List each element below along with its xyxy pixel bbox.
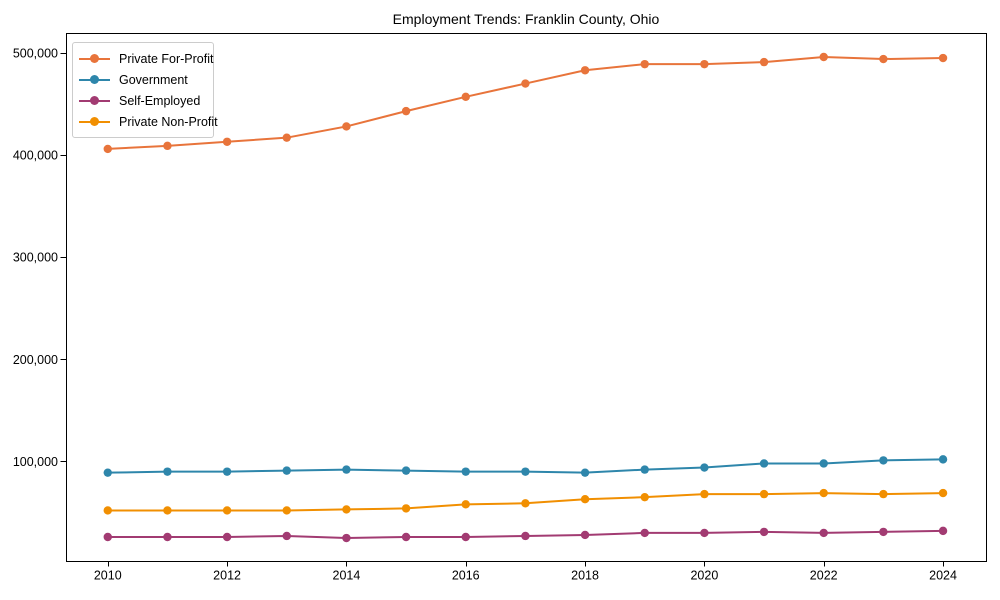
data-point-self-employed-2010 bbox=[103, 532, 112, 542]
data-point-self-employed-2024 bbox=[938, 526, 948, 536]
data-point-private-for-profit-2015 bbox=[401, 106, 411, 116]
data-point-self-employed-2018 bbox=[580, 530, 590, 540]
data-point-self-employed-2012 bbox=[222, 532, 232, 542]
legend: Private For-Profit Government Self-Emplo… bbox=[72, 42, 218, 138]
data-point-private-for-profit-2011 bbox=[163, 141, 172, 151]
data-point-self-employed-2021 bbox=[759, 527, 769, 537]
data-point-government-2017 bbox=[521, 467, 530, 476]
legend-item-private-non-profit: Private Non-Profit bbox=[79, 111, 218, 132]
data-point-self-employed-2020 bbox=[700, 528, 709, 538]
data-point-private-non-profit-2017 bbox=[521, 499, 530, 508]
data-point-private-non-profit-2010 bbox=[103, 506, 112, 515]
legend-item-government: Government bbox=[79, 69, 213, 90]
data-point-self-employed-2015 bbox=[401, 532, 411, 542]
x-tick-label: 2024 bbox=[929, 569, 957, 583]
legend-marker-private-non-profit-icon bbox=[79, 117, 110, 127]
data-point-government-2019 bbox=[640, 465, 649, 474]
x-tick-label: 2016 bbox=[452, 569, 480, 583]
data-point-private-non-profit-2014 bbox=[342, 505, 351, 514]
data-point-private-for-profit-2018 bbox=[580, 66, 590, 75]
data-point-private-non-profit-2013 bbox=[282, 506, 291, 515]
legend-label-self-employed: Self-Employed bbox=[119, 93, 201, 108]
x-tick-label: 2012 bbox=[213, 569, 241, 583]
y-tick-label: 200,000 bbox=[13, 353, 58, 367]
series-line-private-for-profit bbox=[106, 56, 945, 150]
legend-marker-self-employed-icon bbox=[79, 96, 110, 106]
legend-item-private-for-profit: Private For-Profit bbox=[79, 48, 213, 69]
x-tick-label: 2014 bbox=[333, 569, 361, 583]
y-tick-label: 500,000 bbox=[13, 46, 58, 60]
data-point-government-2012 bbox=[222, 467, 232, 476]
y-tick-label: 400,000 bbox=[13, 149, 58, 163]
data-point-self-employed-2019 bbox=[640, 528, 649, 538]
legend-marker-government-icon bbox=[79, 75, 110, 85]
data-point-government-2014 bbox=[342, 465, 351, 474]
data-point-private-for-profit-2016 bbox=[461, 92, 470, 102]
data-point-private-non-profit-2023 bbox=[879, 489, 888, 499]
x-tick-label: 2010 bbox=[94, 569, 122, 583]
x-tick-label: 2020 bbox=[690, 569, 718, 583]
data-point-private-non-profit-2015 bbox=[401, 504, 411, 513]
data-point-government-2016 bbox=[461, 467, 470, 476]
data-point-self-employed-2023 bbox=[879, 527, 888, 537]
data-point-private-for-profit-2014 bbox=[342, 122, 351, 131]
data-point-private-non-profit-2012 bbox=[222, 506, 232, 515]
data-point-private-for-profit-2010 bbox=[103, 144, 112, 154]
data-point-self-employed-2011 bbox=[163, 532, 172, 542]
plot-border bbox=[66, 33, 987, 562]
data-point-private-for-profit-2013 bbox=[282, 133, 291, 142]
data-point-government-2015 bbox=[401, 466, 411, 475]
data-point-private-non-profit-2020 bbox=[700, 489, 709, 499]
chart-title: Employment Trends: Franklin County, Ohio bbox=[392, 11, 660, 27]
data-point-private-for-profit-2023 bbox=[879, 54, 888, 64]
data-point-self-employed-2022 bbox=[819, 528, 828, 538]
data-point-private-non-profit-2019 bbox=[640, 492, 649, 502]
data-point-government-2010 bbox=[103, 468, 112, 477]
data-point-government-2020 bbox=[700, 463, 709, 472]
data-point-government-2013 bbox=[282, 466, 291, 475]
data-point-self-employed-2017 bbox=[521, 531, 530, 541]
data-point-private-for-profit-2019 bbox=[640, 59, 649, 69]
legend-label-government: Government bbox=[119, 72, 188, 87]
legend-item-self-employed: Self-Employed bbox=[79, 90, 213, 111]
data-point-government-2023 bbox=[879, 456, 888, 465]
data-point-private-non-profit-2018 bbox=[580, 495, 590, 504]
data-point-private-for-profit-2022 bbox=[819, 52, 828, 62]
data-point-private-non-profit-2022 bbox=[819, 488, 828, 498]
data-point-government-2018 bbox=[580, 468, 590, 477]
y-tick-label: 100,000 bbox=[13, 455, 58, 469]
data-point-government-2022 bbox=[819, 459, 828, 468]
data-point-self-employed-2016 bbox=[461, 532, 470, 542]
data-point-private-for-profit-2012 bbox=[222, 137, 232, 146]
data-point-private-for-profit-2021 bbox=[759, 57, 769, 67]
x-tick-label: 2018 bbox=[571, 569, 599, 583]
legend-marker-private-for-profit-icon bbox=[79, 54, 110, 64]
data-point-self-employed-2014 bbox=[342, 533, 351, 543]
data-point-private-non-profit-2024 bbox=[938, 488, 948, 498]
data-point-private-non-profit-2021 bbox=[759, 489, 769, 499]
data-point-government-2024 bbox=[938, 455, 948, 464]
legend-label-private-non-profit: Private Non-Profit bbox=[119, 114, 218, 129]
data-point-private-non-profit-2016 bbox=[461, 500, 470, 509]
data-point-government-2021 bbox=[759, 459, 769, 468]
legend-label-private-for-profit: Private For-Profit bbox=[119, 51, 214, 66]
data-point-private-for-profit-2024 bbox=[938, 53, 948, 63]
x-tick-label: 2022 bbox=[810, 569, 838, 583]
data-point-government-2011 bbox=[163, 467, 172, 476]
data-point-self-employed-2013 bbox=[282, 531, 291, 541]
data-point-private-non-profit-2011 bbox=[163, 506, 172, 515]
data-point-private-for-profit-2020 bbox=[700, 59, 709, 69]
data-point-private-for-profit-2017 bbox=[521, 79, 530, 88]
y-tick-label: 300,000 bbox=[13, 251, 58, 265]
